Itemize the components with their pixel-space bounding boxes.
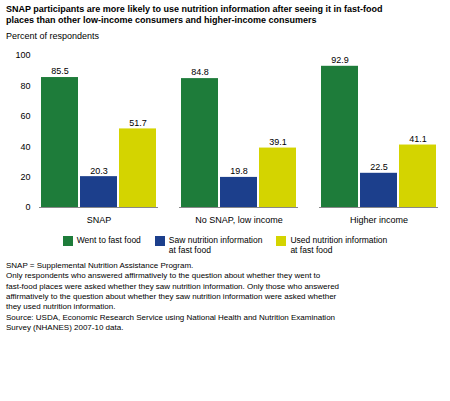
svg-text:41.1: 41.1 (409, 133, 427, 143)
svg-text:SNAP: SNAP (87, 214, 112, 224)
html-text:they used nutrition informatio: they used nutrition information. (6, 302, 116, 312)
html-text:places than other low-income c: places than other low-income consumers a… (6, 15, 317, 26)
svg-text:22.5: 22.5 (370, 162, 388, 172)
html-text:Used nutrition information at: Used nutrition information at fast food (290, 234, 388, 255)
svg-text:51.7: 51.7 (129, 117, 147, 127)
html-text:Went to fast food: Went to fast food (76, 234, 141, 245)
html-text:Survey (NHANES) 2007-10 data.: Survey (NHANES) 2007-10 data. (6, 323, 124, 333)
svg-text:60: 60 (20, 111, 30, 121)
html-text:affirmatively to the question: affirmatively to the question about whet… (6, 292, 337, 301)
svg-text:20: 20 (20, 171, 30, 181)
svg-text:19.8: 19.8 (230, 166, 248, 176)
html-text:Percent of respondents: Percent of respondents (6, 30, 100, 41)
svg-text:No SNAP, low income: No SNAP, low income (195, 214, 282, 224)
svg-text:84.8: 84.8 (191, 67, 209, 77)
svg-text:85.5: 85.5 (51, 66, 69, 76)
svg-text:20.3: 20.3 (90, 165, 108, 175)
html-text:Only respondents who answered: Only respondents who answered affirmativ… (6, 271, 321, 281)
svg-text:0: 0 (25, 202, 30, 212)
svg-text:Higher income: Higher income (350, 214, 408, 224)
svg-text:80: 80 (20, 80, 30, 90)
html-text:Saw nutrition information at f: Saw nutrition information at fast food (168, 234, 263, 255)
html-text:SNAP participants are more lik: SNAP participants are more likely to use… (6, 4, 383, 14)
html-text:Source: USDA, Economic Researc: Source: USDA, Economic Research Service … (6, 312, 335, 322)
svg-text:39.1: 39.1 (269, 136, 287, 146)
html-text:fast-food places were asked wh: fast-food places were asked whether they… (6, 281, 340, 291)
svg-text:92.9: 92.9 (331, 55, 349, 65)
svg-text:100: 100 (15, 50, 30, 60)
svg-text:40: 40 (20, 141, 30, 151)
html-text:SNAP = Supplemental Nutrition: SNAP = Supplemental Nutrition Assistance… (6, 260, 194, 270)
